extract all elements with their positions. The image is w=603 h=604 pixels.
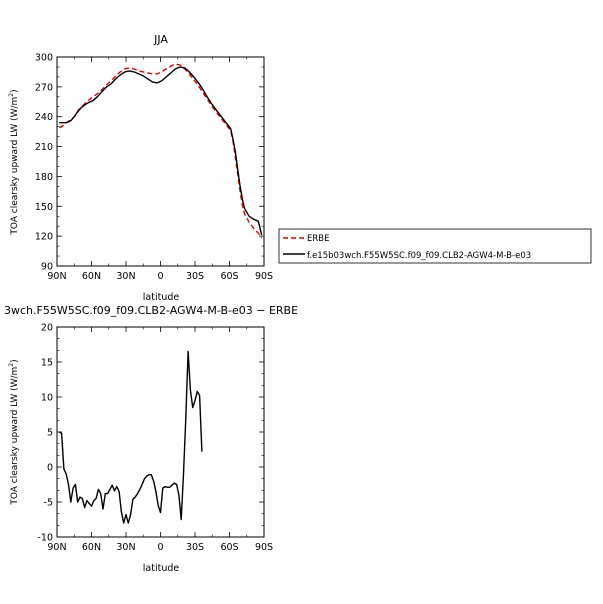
top-ytick-label: 270 — [35, 82, 53, 93]
top-series-line-1 — [59, 66, 263, 236]
top-ytick-label: 90 — [41, 262, 53, 273]
top-ylabel: TOA clearsky upward LW (W/m2) — [8, 89, 20, 235]
top-xtick-label: 30N — [116, 271, 135, 282]
legend-box — [278, 228, 592, 264]
bottom-series-line-0 — [58, 350, 203, 524]
top-axes: 90N 60N 30N 0 30S 60S 90S 90 120 150 180 210 240 270 3… — [35, 53, 273, 283]
bottom-xlabel: latitude — [143, 563, 180, 574]
top-series-line-0 — [59, 63, 263, 239]
top-plot-frame — [56, 56, 265, 267]
bottom-xtick-label: 0 — [157, 542, 163, 553]
bottom-ytick-label: -5 — [44, 498, 53, 509]
bottom-xtick-label: 90N — [47, 542, 66, 553]
bottom-xtick-label: 90S — [255, 542, 273, 553]
top-ytick-label: 240 — [35, 112, 53, 123]
bottom-axes: 90N 60N 30N 0 30S 60S 90S -10 -5 0 5 10 15 20 — [37, 323, 273, 554]
bottom-title: 3wch.F55W5SC.f09_f09.CLB2-AGW4-M-B-e03 −… — [4, 304, 298, 317]
bottom-ytick-label: 20 — [41, 323, 53, 334]
top-ytick-label: 150 — [35, 202, 53, 213]
bottom-ytick-label: 0 — [47, 463, 53, 474]
bottom-xtick-label: 60N — [82, 542, 101, 553]
bottom-ytick-label: -10 — [37, 533, 53, 544]
top-xtick-label: 0 — [157, 271, 163, 282]
top-panel: JJA 90N 60N 30N 0 30S 60S 90S 90 120 150 180 210 240… — [8, 33, 273, 303]
bottom-xtick-label: 60S — [220, 542, 238, 553]
top-ytick-label: 300 — [35, 53, 53, 64]
legend: ERBE f.e15b03wch.F55W5SC.f09_f09.CLB2-AG… — [278, 228, 592, 264]
top-xlabel: latitude — [143, 292, 180, 303]
bottom-ytick-label: 10 — [41, 393, 53, 404]
top-title: JJA — [153, 33, 168, 46]
top-series-lines — [59, 63, 263, 239]
top-xtick-label: 90N — [47, 271, 66, 282]
top-xtick-label: 60N — [82, 271, 101, 282]
top-xtick-label: 90S — [255, 271, 273, 282]
bottom-xtick-label: 30S — [186, 542, 204, 553]
top-ytick-label: 210 — [35, 142, 53, 153]
bottom-ylabel: TOA clearsky upward LW (W/m2) — [8, 359, 20, 505]
top-ytick-label: 120 — [35, 232, 53, 243]
legend-label-erbe: ERBE — [307, 234, 329, 244]
bottom-panel: 3wch.F55W5SC.f09_f09.CLB2-AGW4-M-B-e03 −… — [4, 304, 298, 574]
top-ytick-label: 180 — [35, 172, 53, 183]
top-xtick-label: 30S — [186, 271, 204, 282]
top-xtick-label: 60S — [220, 271, 238, 282]
bottom-ytick-label: 5 — [47, 428, 53, 439]
bottom-ytick-label: 15 — [41, 358, 53, 369]
bottom-xtick-label: 30N — [116, 542, 135, 553]
bottom-series-lines — [58, 350, 203, 524]
legend-label-model: f.e15b03wch.F55W5SC.f09_f09.CLB2-AGW4-M-… — [307, 251, 531, 261]
